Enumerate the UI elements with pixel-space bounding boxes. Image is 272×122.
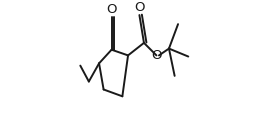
Text: O: O xyxy=(106,3,117,16)
Text: O: O xyxy=(151,49,162,62)
Text: O: O xyxy=(135,1,145,14)
